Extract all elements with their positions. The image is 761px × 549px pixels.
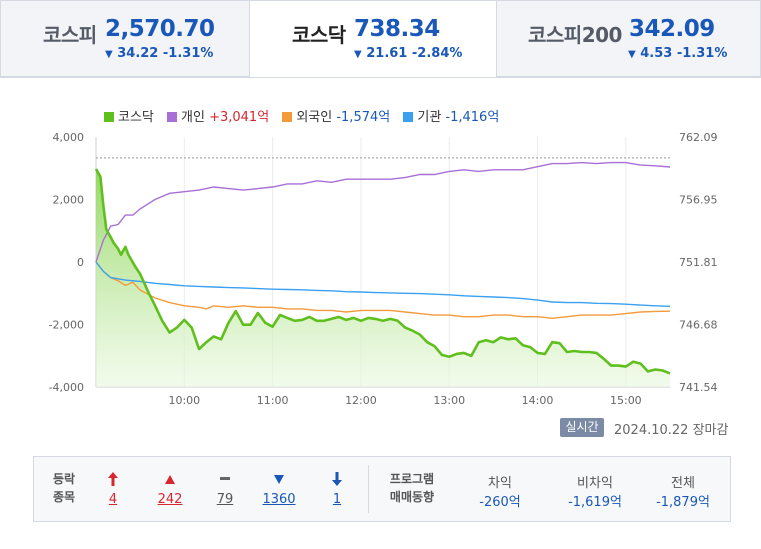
index-tabs: 코스피 2,570.70 ▼ 34.22 -1.31% 코스닥 738.34 ▼… — [0, 0, 761, 78]
breadth-label-line1: 등락 — [52, 472, 76, 486]
program-total-head: 전체 — [671, 476, 695, 491]
tab-kospi200-change-pct: -1.31% — [676, 46, 728, 61]
tab-kospi200-change-points: 4.53 — [640, 46, 673, 61]
legend-value-foreign: -1,574억 — [336, 110, 391, 125]
tab-kosdaq-name: 코스닥 — [292, 23, 346, 47]
left-axis-tick-label: 0 — [77, 256, 84, 269]
tab-kospi200[interactable]: 코스피200 342.09 ▼ 4.53 -1.31% — [496, 0, 761, 77]
series-line-kosdaq — [94, 168, 671, 375]
breadth-upper-limit-count[interactable]: 4 — [108, 492, 118, 507]
series-line-individual — [95, 161, 671, 263]
breadth-lower-limit-count[interactable]: 1 — [332, 492, 342, 507]
breadth-up[interactable]: 242 — [152, 470, 188, 507]
program-arbitrage-head: 차익 — [488, 476, 512, 491]
breadth-label-line2: 종목 — [52, 490, 76, 504]
right-axis-tick-label: 746.68 — [679, 319, 718, 332]
x-axis-tick-label: 15:00 — [610, 394, 642, 407]
tab-kospi200-name: 코스피200 — [528, 23, 622, 47]
legend-swatch-institution — [403, 112, 414, 122]
investor-trend-chart: 4,000 762.09 2,000 756.95 0 751.81 -2,000 746.6… — [49, 131, 718, 407]
x-axis-tick-label: 10:00 — [168, 394, 200, 407]
program-label-line2: 매매동향 — [389, 490, 435, 504]
legend-swatch-foreign — [282, 112, 293, 122]
breadth-divider — [368, 465, 369, 513]
right-axis-tick-label: 741.54 — [679, 381, 718, 394]
left-axis-tick-label: 4,000 — [53, 131, 85, 144]
breadth-upper-limit[interactable]: 4 — [98, 470, 128, 507]
legend-swatch-individual — [167, 112, 178, 122]
tab-kosdaq-value: 738.34 — [354, 16, 440, 42]
legend-item-kosdaq[interactable]: 코스닥 — [104, 106, 154, 125]
down-triangle-icon: ▼ — [628, 49, 636, 60]
legend-value-institution: -1,416억 — [445, 110, 500, 125]
x-axis-tick-label: 12:00 — [345, 394, 377, 407]
market-breadth-panel: 등락 종목 4 242 79 1360 1 프로그램 매매동향 — [33, 456, 731, 522]
tab-kospi200-change: ▼ 4.53 -1.31% — [628, 46, 727, 61]
series-line-foreign — [95, 261, 671, 320]
program-non-arbitrage-value: -1,619억 — [568, 495, 622, 510]
tab-kospi-change-points: 34.22 — [117, 46, 159, 61]
x-axis-tick-label: 11:00 — [257, 394, 289, 407]
series-area-kosdaq — [96, 169, 670, 387]
legend-swatch-kosdaq — [104, 112, 114, 122]
down-triangle-icon: ▼ — [105, 49, 113, 60]
realtime-badge[interactable]: 실시간 — [560, 418, 604, 437]
tab-kospi-name: 코스피 — [43, 23, 97, 47]
breadth-up-count[interactable]: 242 — [157, 492, 183, 507]
tab-kospi-value: 2,570.70 — [105, 16, 215, 42]
up-triangle-icon — [152, 470, 188, 488]
left-axis-tick-label: 2,000 — [53, 194, 85, 207]
market-close-date: 2024.10.22 장마감 — [614, 423, 729, 438]
program-label: 프로그램 매매동향 — [384, 470, 440, 506]
right-axis-tick-label: 762.09 — [679, 131, 718, 144]
legend-label-foreign: 외국인 — [296, 110, 333, 125]
legend-label-individual: 개인 — [181, 110, 205, 125]
x-axis-tick-label: 13:00 — [433, 394, 465, 407]
legend-label-kosdaq: 코스닥 — [118, 110, 154, 125]
left-axis-tick-label: -2,000 — [49, 319, 84, 332]
program-label-line1: 프로그램 — [389, 472, 435, 486]
breadth-unchanged[interactable]: 79 — [210, 470, 240, 507]
legend-label-institution: 기관 — [417, 110, 442, 125]
tab-kosdaq-change-pct: -2.84% — [411, 46, 463, 61]
right-axis-tick-label: 756.95 — [679, 194, 718, 207]
right-axis-tick-label: 751.81 — [679, 256, 718, 269]
upper-limit-arrow-icon — [98, 470, 128, 488]
program-arbitrage-value: -260억 — [479, 495, 521, 510]
breadth-unchanged-count[interactable]: 79 — [216, 492, 234, 507]
legend-item-institution[interactable]: 기관 -1,416억 — [403, 106, 499, 125]
tab-kosdaq[interactable]: 코스닥 738.34 ▼ 21.61 -2.84% — [249, 0, 497, 78]
tab-kospi-change-pct: -1.31% — [162, 46, 214, 61]
lower-limit-arrow-icon — [322, 470, 352, 488]
series-line-institution — [95, 261, 671, 307]
tab-kospi-change: ▼ 34.22 -1.31% — [105, 46, 213, 61]
program-non-arbitrage-head: 비차익 — [577, 476, 613, 491]
dash-icon — [210, 470, 240, 488]
legend-item-individual[interactable]: 개인 +3,041억 — [167, 106, 269, 125]
program-total-value: -1,879억 — [656, 495, 710, 510]
down-triangle-icon: ▼ — [354, 49, 362, 60]
left-axis-tick-label: -4,000 — [49, 381, 84, 394]
breadth-down[interactable]: 1360 — [258, 470, 300, 507]
tab-kospi200-value: 342.09 — [629, 16, 715, 42]
legend-item-foreign[interactable]: 외국인 -1,574억 — [282, 106, 390, 125]
breadth-label: 등락 종목 — [48, 470, 80, 506]
x-axis-tick-label: 14:00 — [522, 394, 554, 407]
tab-kosdaq-change-points: 21.61 — [366, 46, 408, 61]
tab-kospi[interactable]: 코스피 2,570.70 ▼ 34.22 -1.31% — [0, 0, 250, 77]
chart-panel — [0, 77, 761, 549]
breadth-down-count[interactable]: 1360 — [262, 492, 296, 507]
breadth-lower-limit[interactable]: 1 — [322, 470, 352, 507]
chart-legend: 코스닥 개인 +3,041억 외국인 -1,574억 기관 -1,416억 — [104, 106, 508, 125]
legend-value-individual: +3,041억 — [209, 110, 270, 125]
down-triangle-icon — [258, 470, 300, 488]
tab-kosdaq-change: ▼ 21.61 -2.84% — [354, 46, 462, 61]
